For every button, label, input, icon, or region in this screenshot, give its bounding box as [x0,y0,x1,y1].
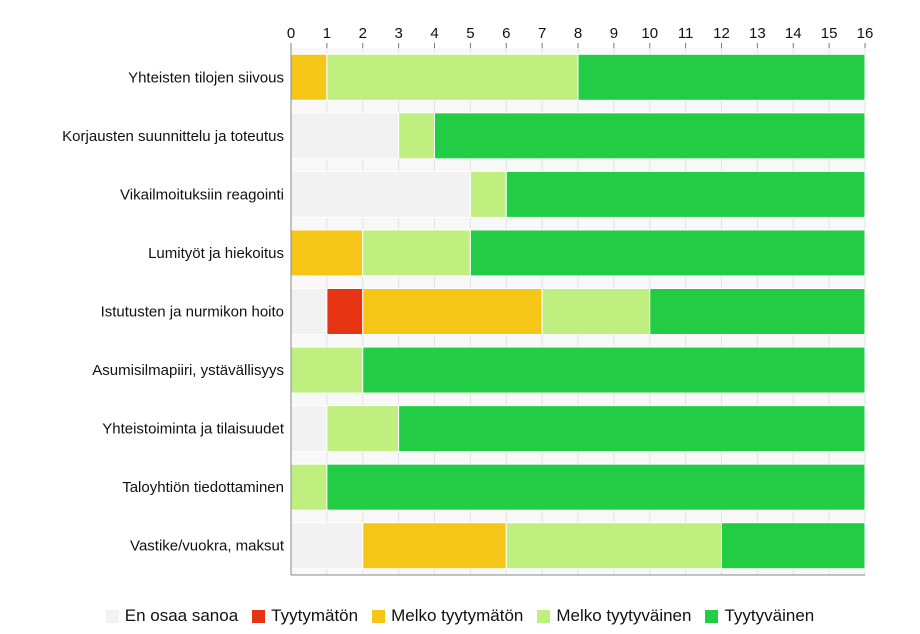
category-label: Lumityöt ja hiekoitus [148,245,284,262]
bar-segment [290,229,364,277]
category-label: Vastike/vuokra, maksut [130,538,285,555]
bar-segment [541,288,651,335]
x-tick-label: 0 [287,25,295,42]
x-tick-label: 1 [323,25,331,42]
bar-segment [290,463,328,511]
bar-segment [290,170,471,218]
bar-segment [362,346,866,394]
category-label: Yhteistoiminta ja tilaisuudet [102,421,285,438]
bar-segment [290,346,364,394]
bar-segment [398,112,435,160]
bar-segment [362,522,507,570]
bar-segment [290,288,328,335]
legend-swatch [705,609,719,623]
legend-item: En osaa sanoa [105,606,239,626]
bar-segment [721,522,866,570]
x-tick-label: 16 [857,25,874,42]
category-labels: Yhteisten tilojen siivous Korjausten suun… [62,69,285,554]
legend-swatch [372,609,386,623]
x-tick-label: 8 [574,25,582,42]
bar-segment [326,288,364,335]
bar-segment [505,522,722,570]
category-label: Yhteisten tilojen siivous [128,69,284,86]
bar-segment [362,229,471,277]
bar-segment [469,170,507,218]
category-label: Taloyhtiön tiedottaminen [122,479,284,496]
bar-segment [290,112,400,160]
x-tick-label: 2 [359,25,367,42]
category-label: Asumisilmapiiri, ystävällisyys [92,362,284,379]
legend-label: En osaa sanoa [124,606,239,625]
bar-segment [290,405,328,453]
x-tick-label: 14 [785,25,802,42]
legend: En osaa sanoa Tyytymätön Melko tyytymätö… [0,604,920,628]
x-tick-label: 12 [713,25,730,42]
category-label: Istutusten ja nurmikon hoito [101,304,284,321]
bar-segment [326,405,400,453]
bar-segment [362,288,543,335]
legend-item: Melko tyytymätön [372,606,523,626]
bars [290,53,866,570]
category-label: Vikailmoituksiin reagointi [120,186,284,203]
category-label: Korjausten suunnittelu ja toteutus [62,128,284,145]
legend-label: Tyytyväinen [724,606,815,625]
legend-label: Melko tyytyväinen [556,606,692,625]
legend-item: Melko tyytyväinen [537,606,691,626]
x-tick-label: 9 [610,25,618,42]
x-tick-label: 10 [641,25,658,42]
legend-swatch [105,609,119,623]
x-tick-label: 3 [394,25,402,42]
bar-segment [398,405,866,453]
bar-segment [649,288,866,335]
legend-item: Tyytyväinen [705,606,814,626]
x-tick-label: 7 [538,25,546,42]
legend-label: Tyytymätön [271,606,359,625]
x-axis-ticks: 0 1 2 3 4 5 6 7 8 9 10 11 12 13 14 15 16 [287,25,874,48]
legend-label: Melko tyytymätön [391,606,524,625]
x-tick-label: 4 [430,25,438,42]
bar-segment [577,53,866,101]
bar-segment [434,112,866,160]
stacked-bar-chart: 0 1 2 3 4 5 6 7 8 9 10 11 12 13 14 15 16 Yhteisten tiloj… [62,25,874,576]
bar-segment [505,170,866,218]
x-tick-label: 5 [466,25,474,42]
legend-swatch [537,609,551,623]
x-tick-label: 15 [821,25,838,42]
legend-item: Tyytymätön [252,606,358,626]
x-tick-label: 6 [502,25,510,42]
x-tick-label: 13 [749,25,766,42]
bar-segment [326,53,579,101]
legend-swatch [252,609,266,623]
bar-segment [290,522,364,570]
bar-segment [290,53,328,101]
bar-segment [469,229,866,277]
bar-segment [326,463,866,511]
x-tick-label: 11 [678,25,694,42]
